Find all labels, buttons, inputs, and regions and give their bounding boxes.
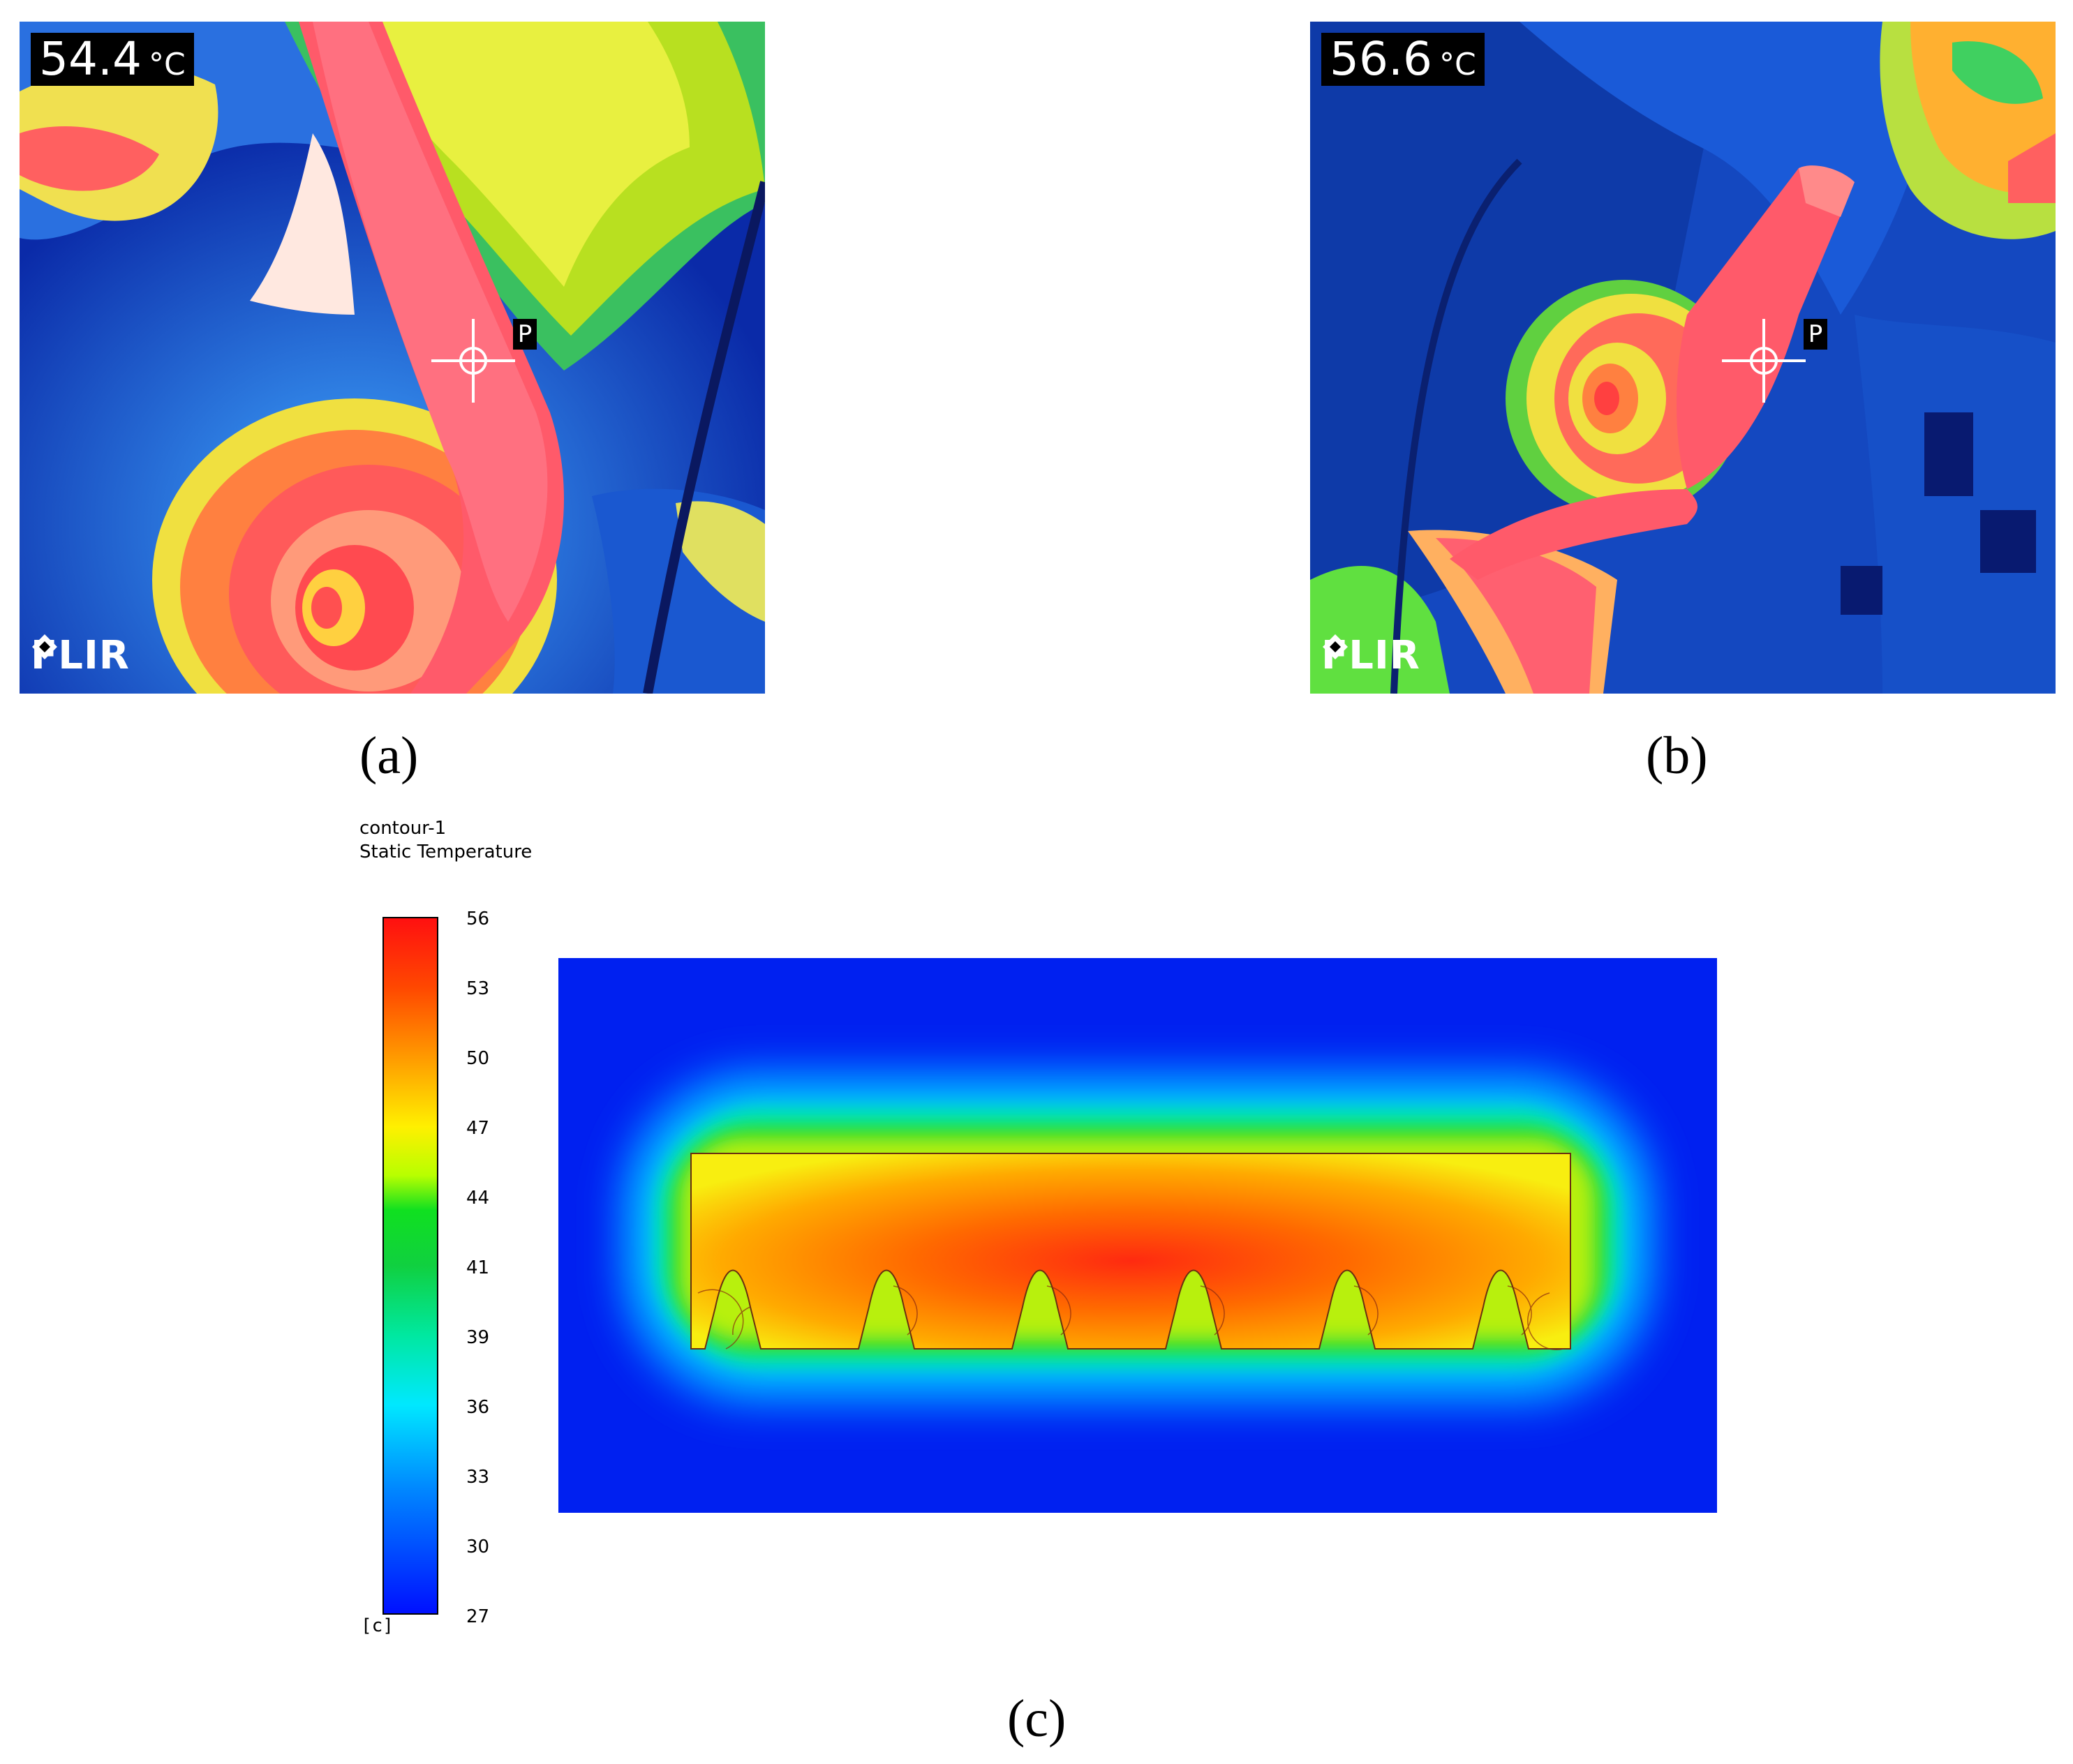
caption-c: (c) (1007, 1689, 1067, 1748)
colorbar-tick: 56 (466, 909, 490, 929)
thermal-image-a: 54.4 °C P FLIR (20, 22, 765, 694)
flir-diamond-icon (32, 634, 57, 659)
legend-name: contour-1 (359, 818, 447, 839)
thermal-scene-a (20, 22, 765, 694)
colorbar-tick: 50 (466, 1048, 490, 1069)
caption-a: (a) (359, 726, 419, 785)
colorbar-tick: 33 (466, 1467, 490, 1488)
caption-b: (b) (1646, 726, 1708, 785)
temperature-colorbar (382, 917, 438, 1615)
colorbar-tick: 27 (466, 1606, 490, 1627)
flir-logo-b: FLIR (1321, 633, 1420, 678)
thermal-image-b: 56.6 °C P FLIR (1310, 22, 2056, 694)
temperature-unit-b: °C (1439, 47, 1476, 82)
colorbar-tick: 44 (466, 1188, 490, 1209)
colorbar-tick: 30 (466, 1537, 490, 1557)
temperature-contour-plot (558, 958, 1717, 1513)
colorbar-units: [c] (361, 1615, 394, 1636)
spot-marker-a: P (513, 319, 537, 350)
temperature-readout-b: 56.6 °C (1321, 33, 1485, 86)
temperature-readout-a: 54.4 °C (31, 33, 194, 86)
temperature-unit-a: °C (148, 47, 186, 82)
temperature-value-b: 56.6 (1330, 32, 1432, 86)
flir-logo-a: FLIR (31, 633, 130, 678)
colorbar-tick: 41 (466, 1257, 490, 1278)
legend-title: contour-1 Static Temperature (359, 816, 532, 864)
colorbar-tick: 53 (466, 978, 490, 999)
flir-diamond-icon (1323, 634, 1348, 659)
legend-quantity: Static Temperature (359, 842, 533, 862)
thermal-scene-b (1310, 22, 2056, 694)
temperature-value-a: 54.4 (39, 32, 142, 86)
colorbar-tick: 39 (466, 1327, 490, 1348)
spot-marker-b: P (1804, 319, 1827, 350)
spot-crosshair-b (1722, 319, 1806, 403)
colorbar-tick: 47 (466, 1118, 490, 1139)
colorbar-tick: 36 (466, 1397, 490, 1418)
spot-crosshair-a (431, 319, 515, 403)
